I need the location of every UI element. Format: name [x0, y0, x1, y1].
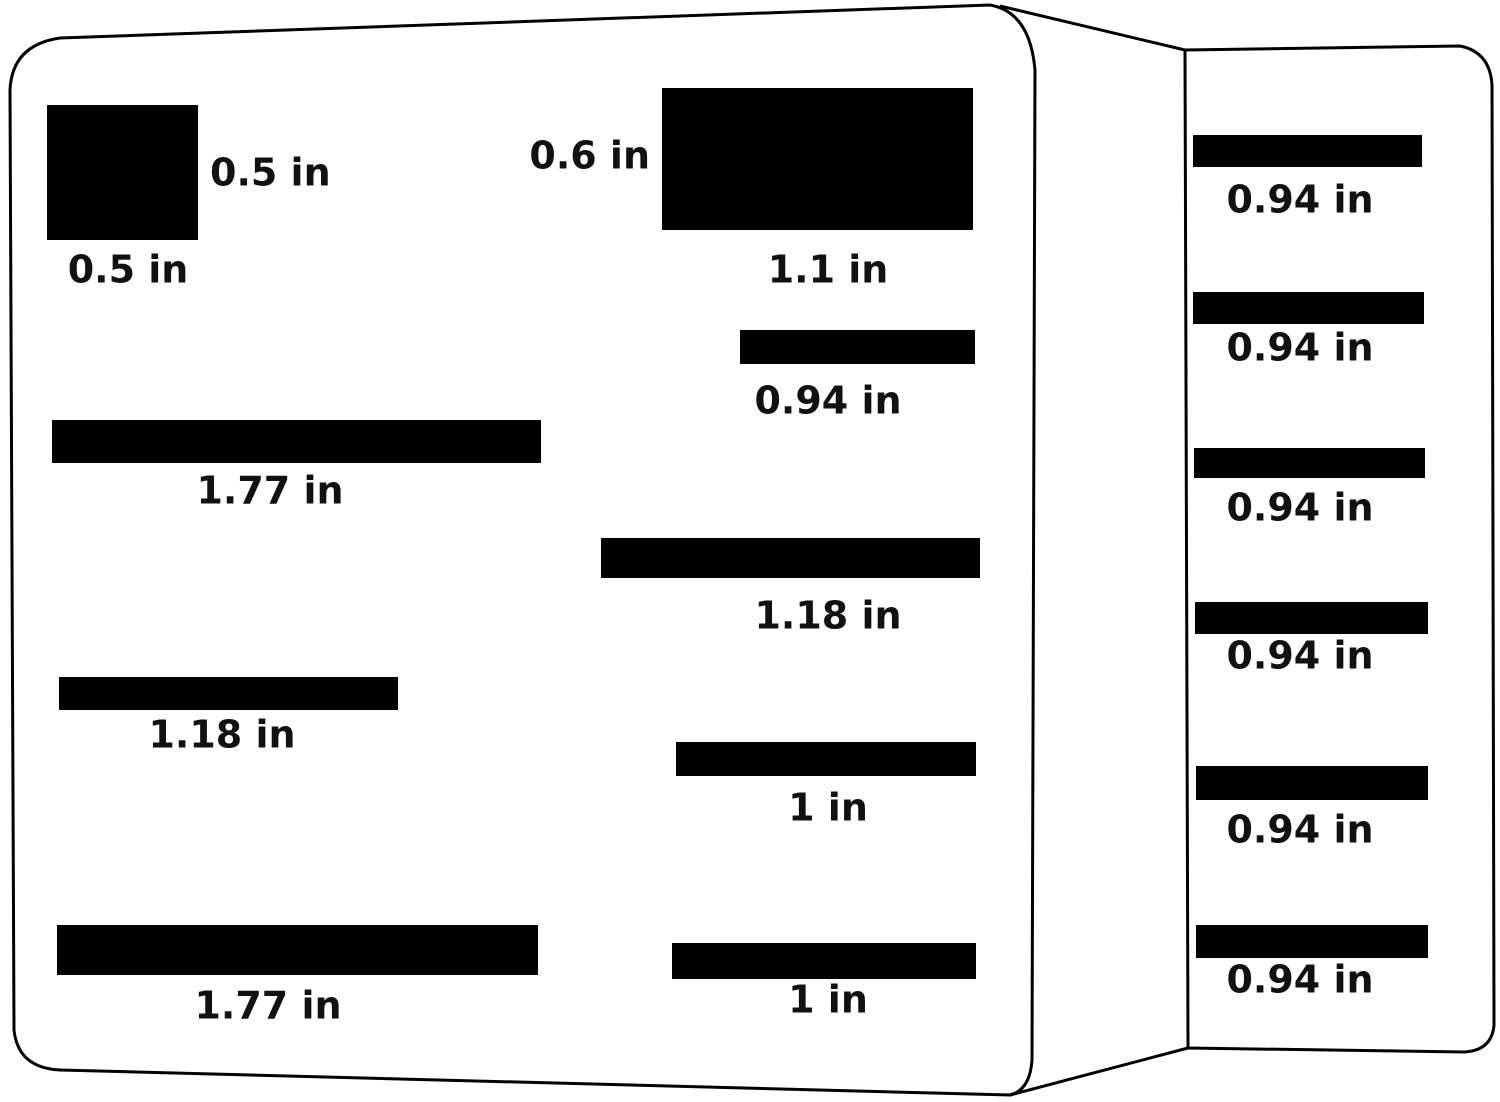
- label-block: [676, 742, 976, 776]
- dimension-label: 0.5 in: [210, 151, 331, 195]
- dimension-label: 1.18 in: [148, 713, 295, 757]
- dimension-label: 1 in: [788, 786, 868, 830]
- label-block: [59, 677, 398, 710]
- dimension-label: 0.94 in: [754, 379, 901, 423]
- dimension-label: 1.77 in: [196, 469, 343, 513]
- label-block: [1196, 766, 1428, 800]
- dimension-label: 0.5 in: [68, 248, 189, 292]
- dimension-label: 0.6 in: [529, 134, 650, 178]
- dimension-label: 1 in: [788, 978, 868, 1022]
- label-block: [1193, 135, 1422, 167]
- label-block: [1195, 602, 1428, 634]
- label-block: [1196, 925, 1428, 958]
- dimension-label: 1.18 in: [754, 594, 901, 638]
- label-block: [47, 105, 198, 240]
- label-block: [57, 925, 538, 975]
- label-block: [52, 420, 541, 463]
- dimension-label: 0.94 in: [1226, 178, 1373, 222]
- label-block: [662, 88, 973, 230]
- bottom-connector: [1009, 1046, 1189, 1097]
- label-block: [1194, 448, 1425, 478]
- dimension-label: 0.94 in: [1226, 326, 1373, 370]
- label-block: [740, 330, 975, 364]
- label-block: [1193, 292, 1424, 324]
- dimension-label: 0.94 in: [1226, 958, 1373, 1002]
- top-connector: [999, 4, 1186, 52]
- dimension-label: 0.94 in: [1226, 634, 1373, 678]
- front-panel: [8, 3, 1037, 1097]
- dimension-label: 1.1 in: [768, 248, 889, 292]
- label-block: [601, 538, 980, 578]
- dimension-label: 1.77 in: [194, 984, 341, 1028]
- dimension-label: 0.94 in: [1226, 808, 1373, 852]
- dimension-label: 0.94 in: [1226, 486, 1373, 530]
- side-panel: [1183, 44, 1496, 1054]
- label-block: [672, 943, 976, 979]
